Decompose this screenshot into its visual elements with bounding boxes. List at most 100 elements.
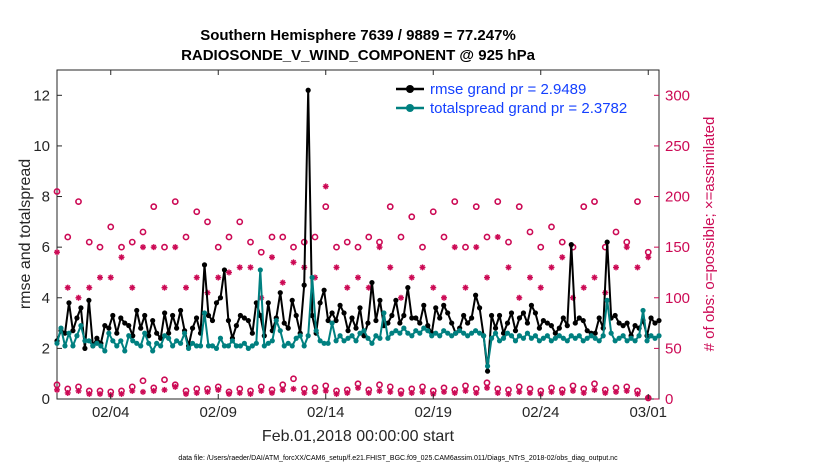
totalspread-point [441, 328, 447, 334]
obs-assimilated-marker [150, 244, 157, 251]
totalspread-point [225, 343, 232, 349]
obs-possible-marker [257, 248, 265, 256]
totalspread-point [305, 333, 311, 339]
y-tick-label: 4 [42, 290, 50, 307]
obs-assimilated-marker [129, 387, 136, 394]
rmse-point [209, 317, 216, 324]
obs-possible-marker [85, 238, 93, 246]
obs-possible-marker [558, 238, 566, 246]
totalspread-point [58, 325, 64, 331]
rmse-point [548, 323, 554, 329]
obs-possible-marker [193, 208, 201, 216]
obs-possible-marker [139, 228, 147, 236]
obs-possible-marker [311, 233, 319, 241]
obs-assimilated-marker [140, 244, 146, 251]
obs-assimilated-marker [355, 274, 361, 281]
obs-assimilated-marker [247, 264, 254, 271]
totalspread-point [476, 330, 483, 336]
obs-possible-marker [580, 203, 588, 211]
obs-possible-marker [343, 238, 351, 246]
obs-assimilated-marker [570, 387, 576, 394]
y-right-tick-label: 50 [665, 340, 682, 357]
totalspread-point [548, 338, 554, 344]
obs-assimilated-marker [398, 390, 404, 397]
obs-possible-marker [236, 218, 244, 226]
obs-assimilated-marker [430, 284, 437, 291]
totalspread-point [146, 340, 152, 346]
obs-possible-marker [386, 203, 394, 211]
obs-possible-marker [526, 228, 534, 236]
obs-assimilated-marker [54, 386, 60, 393]
rmse-point [437, 315, 443, 321]
totalspread-point [94, 340, 100, 346]
totalspread-point [409, 333, 415, 339]
obs-assimilated-marker [441, 388, 447, 395]
obs-assimilated-marker [591, 386, 598, 393]
rmse-point [405, 285, 411, 291]
totalspread-point [552, 335, 558, 341]
totalspread-point [473, 328, 479, 334]
rmse-point [409, 315, 415, 321]
totalspread-point [74, 333, 80, 339]
rmse-point [225, 317, 232, 324]
obs-assimilated-marker [97, 274, 103, 281]
rmse-point [632, 323, 638, 329]
obs-assimilated-marker [559, 254, 566, 261]
rmse-point [329, 310, 335, 316]
obs-possible-marker [612, 228, 620, 236]
totalspread-point [233, 343, 240, 349]
totalspread-point [600, 333, 606, 339]
obs-possible-marker [634, 198, 641, 205]
obs-assimilated-marker [193, 274, 200, 281]
rmse-point [309, 312, 315, 319]
totalspread-point [457, 328, 463, 334]
obs-assimilated-marker [226, 390, 232, 397]
totalspread-point [349, 333, 355, 339]
data-file-footnote: data file: /Users/raeder/DAI/ATM_forcXX/… [178, 455, 618, 462]
rmse-point [584, 328, 590, 334]
totalspread-point [469, 330, 475, 336]
rmse-point [325, 317, 331, 324]
obs-assimilated-marker [226, 269, 232, 276]
totalspread-point [572, 335, 578, 341]
rmse-point [433, 305, 439, 311]
rmse-point [317, 300, 323, 306]
totalspread-point [110, 338, 116, 344]
totalspread-point [329, 320, 335, 326]
obs-assimilated-marker [236, 264, 243, 271]
obs-assimilated-marker [279, 386, 286, 393]
obs-assimilated-marker [129, 284, 136, 291]
obs-assimilated-marker [634, 264, 641, 271]
totalspread-point [516, 333, 523, 339]
y-right-tick-label: 250 [665, 138, 690, 155]
totalspread-point [257, 267, 263, 273]
obs-assimilated-marker [290, 259, 297, 266]
obs-assimilated-marker [161, 386, 168, 393]
obs-assimilated-marker [613, 388, 619, 395]
rmse-point [612, 312, 618, 319]
totalspread-point [496, 338, 503, 344]
totalspread-point [353, 338, 359, 344]
rmse-point [134, 307, 140, 314]
totalspread-point [249, 343, 255, 349]
legend: rmse grand pr = 2.9489 totalspread grand… [396, 81, 627, 117]
rmse-point [536, 325, 542, 331]
totalspread-point [106, 330, 112, 336]
obs-possible-marker [591, 380, 598, 388]
rmse-point [397, 320, 403, 326]
totalspread-point [369, 340, 375, 346]
obs-possible-marker [472, 203, 480, 211]
obs-assimilated-marker [140, 388, 146, 395]
x-tick-label: 03/01 [629, 404, 667, 421]
totalspread-point [377, 335, 383, 341]
rmse-point [524, 320, 531, 326]
rmse-point [528, 302, 535, 308]
obs-assimilated-marker [258, 387, 265, 394]
rmse-point [78, 305, 84, 311]
rmse-point [461, 312, 467, 319]
totalspread-point [241, 340, 247, 346]
obs-assimilated-marker [97, 390, 103, 397]
obs-assimilated-marker [64, 389, 71, 396]
obs-possible-marker [440, 233, 448, 241]
obs-assimilated-marker [494, 234, 501, 241]
